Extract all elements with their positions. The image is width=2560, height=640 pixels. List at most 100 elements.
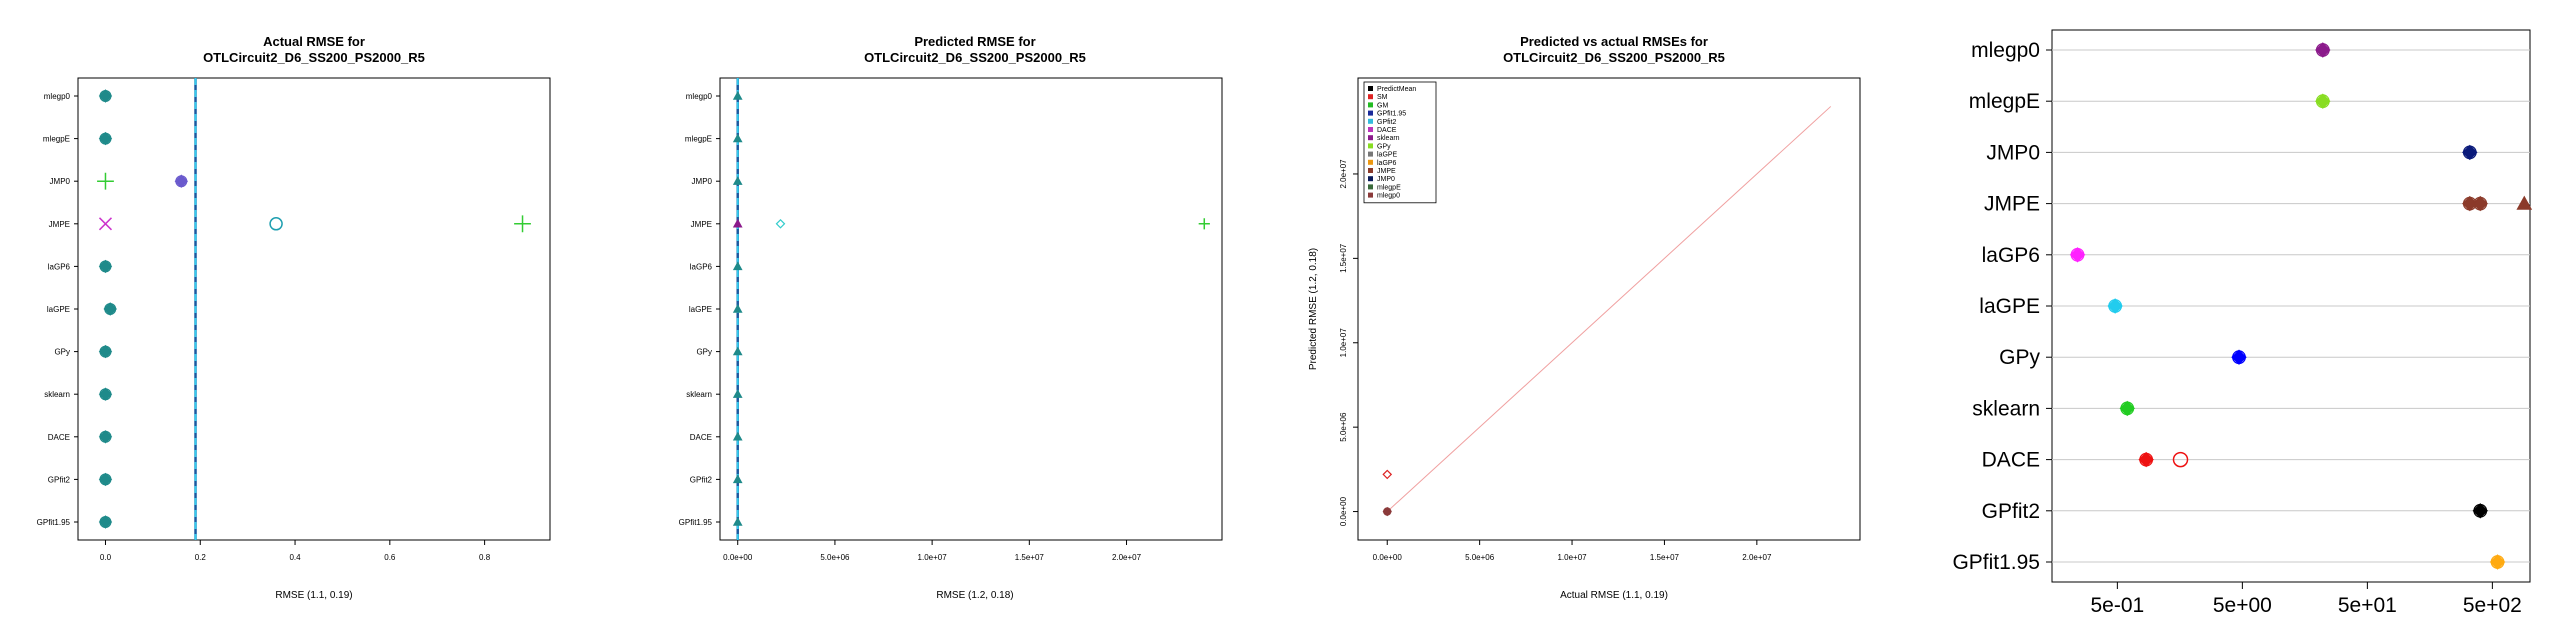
panel-3-title-line-1: Predicted vs actual RMSEs for xyxy=(1520,34,1708,49)
legend-label: laGPE xyxy=(1377,152,1398,159)
category-label: GPfit1.95 xyxy=(37,518,71,527)
category-label: GPfit1.95 xyxy=(1952,551,2040,574)
category-label: JMPE xyxy=(49,220,70,229)
legend-label: JMPE xyxy=(1377,168,1396,175)
panel-log-comparison: mlegp0 mlegpE JMP0 JMPE laGP6 laGPE GPy sklearn… xyxy=(1952,29,2533,617)
panel-2-title-line-1: Predicted RMSE for xyxy=(914,34,1035,49)
category-label: GPy xyxy=(54,348,70,357)
category-label: mlegp0 xyxy=(686,92,713,101)
legend-swatch xyxy=(1368,86,1373,91)
legend-swatch xyxy=(1368,127,1373,132)
category-label: GPfit2 xyxy=(690,475,713,484)
category-label: laGP6 xyxy=(690,262,713,271)
data-point-ring xyxy=(2473,503,2488,518)
data-point xyxy=(732,303,743,313)
x-tick-label: 0.0 xyxy=(100,553,112,562)
panel-predicted-rmse: Predicted RMSE for OTLCircuit2_D6_SS200_… xyxy=(679,34,1223,601)
legend-label: JMP0 xyxy=(1377,176,1395,183)
panel-1-frame xyxy=(77,77,551,541)
category-label: mlegpE xyxy=(43,135,70,144)
data-point-ring xyxy=(2070,247,2085,262)
category-label: DACE xyxy=(48,433,70,442)
data-point-ring xyxy=(2473,196,2488,211)
panel-3-title-line-2: OTLCircuit2_D6_SS200_PS2000_R5 xyxy=(1503,50,1725,65)
category-label: laGPE xyxy=(689,305,712,314)
legend-swatch xyxy=(1368,176,1373,182)
panel-1-marks: mlegp0 mlegpE JMP0 JMPE laGP6 laGPE GPy sklearn… xyxy=(37,78,531,562)
data-point xyxy=(775,218,786,229)
legend-label: laGP6 xyxy=(1377,160,1397,167)
y-tick-label: 1.0e+07 xyxy=(1339,328,1348,358)
panel-2-title-line-2: OTLCircuit2_D6_SS200_PS2000_R5 xyxy=(864,50,1086,65)
legend-swatch xyxy=(1368,159,1373,165)
data-point xyxy=(1198,218,1210,230)
data-point-ring xyxy=(1383,507,1392,516)
data-point xyxy=(2472,503,2488,519)
panel-3-x-axis-label: Actual RMSE (1.1, 0.19) xyxy=(1560,590,1668,601)
data-point xyxy=(2315,93,2331,109)
data-point-ring xyxy=(2315,43,2330,57)
x-tick-label: 2.0e+07 xyxy=(1112,553,1142,562)
x-tick-label: 5e+01 xyxy=(2338,594,2397,617)
panel-1-title-line-1: Actual RMSE for xyxy=(263,34,365,49)
category-label: laGP6 xyxy=(48,262,71,271)
category-label: JMPE xyxy=(691,220,712,229)
legend-box xyxy=(1363,81,1437,204)
category-label: DACE xyxy=(1982,449,2040,472)
panel-2-x-axis-label: RMSE (1.2, 0.18) xyxy=(936,590,1013,601)
data-point xyxy=(2107,298,2123,314)
x-tick-label: 0.4 xyxy=(289,553,301,562)
panel-4-marks: mlegp0 mlegpE JMP0 JMPE laGP6 laGPE GPy sklearn… xyxy=(1952,39,2533,617)
data-point-ring xyxy=(99,515,112,528)
legend-swatch xyxy=(1368,192,1373,198)
legend-label: DACE xyxy=(1377,127,1397,134)
data-point xyxy=(97,172,114,190)
category-label: laGP6 xyxy=(1982,244,2040,267)
data-point-ring xyxy=(2315,94,2330,109)
category-label: sklearn xyxy=(1972,397,2040,420)
data-point-ring xyxy=(99,89,112,102)
panel-predicted-vs-actual: Predicted vs actual RMSEs for OTLCircuit… xyxy=(1308,34,1861,601)
data-point xyxy=(732,90,743,100)
data-point xyxy=(2231,349,2247,365)
x-tick-label: 1.5e+07 xyxy=(1650,553,1680,562)
data-point-ring xyxy=(99,132,112,145)
x-tick-label: 0.0e+00 xyxy=(723,553,753,562)
data-point-ring xyxy=(99,345,112,358)
data-point-ring xyxy=(99,473,112,486)
x-tick-label: 2.0e+07 xyxy=(1742,553,1772,562)
legend-label: GPfit1.95 xyxy=(1377,111,1406,118)
data-point-ring xyxy=(2462,145,2477,160)
category-label: mlegpE xyxy=(1969,90,2040,113)
data-point-ring xyxy=(104,303,117,316)
data-point xyxy=(269,217,283,231)
data-point xyxy=(732,389,743,398)
y-tick-label: 1.5e+07 xyxy=(1339,243,1348,273)
legend-swatch xyxy=(1368,168,1373,173)
legend-swatch xyxy=(1368,143,1373,149)
data-point xyxy=(732,474,743,484)
data-point-ring xyxy=(2120,401,2135,416)
legend-swatch xyxy=(1368,110,1373,116)
category-label: laGPE xyxy=(1979,295,2040,318)
legend-swatch xyxy=(1368,184,1373,190)
x-tick-label: 5e+00 xyxy=(2213,594,2272,617)
category-label: laGPE xyxy=(47,305,70,314)
category-label: sklearn xyxy=(44,390,70,399)
category-label: GPy xyxy=(1999,346,2040,369)
x-tick-label: 1.0e+07 xyxy=(918,553,948,562)
category-label: GPfit2 xyxy=(48,475,71,484)
data-point xyxy=(732,516,743,526)
panel-3-marks: 0.0e+00 5.0e+06 1.0e+07 1.5e+07 2.0e+07 0.0e+… xyxy=(1339,81,1832,562)
x-tick-label: 1.5e+07 xyxy=(1015,553,1045,562)
data-point xyxy=(2462,144,2478,161)
legend-label: SM xyxy=(1377,94,1388,101)
y-tick-label: 2.0e+07 xyxy=(1339,159,1348,189)
category-label: mlegp0 xyxy=(44,92,71,101)
data-point xyxy=(2489,554,2506,570)
x-tick-label: 5.0e+06 xyxy=(820,553,850,562)
panel-3-y-axis-label: Predicted RMSE (1.2, 0.18) xyxy=(1308,248,1319,370)
legend-swatch xyxy=(1368,151,1373,157)
data-point xyxy=(98,217,113,231)
